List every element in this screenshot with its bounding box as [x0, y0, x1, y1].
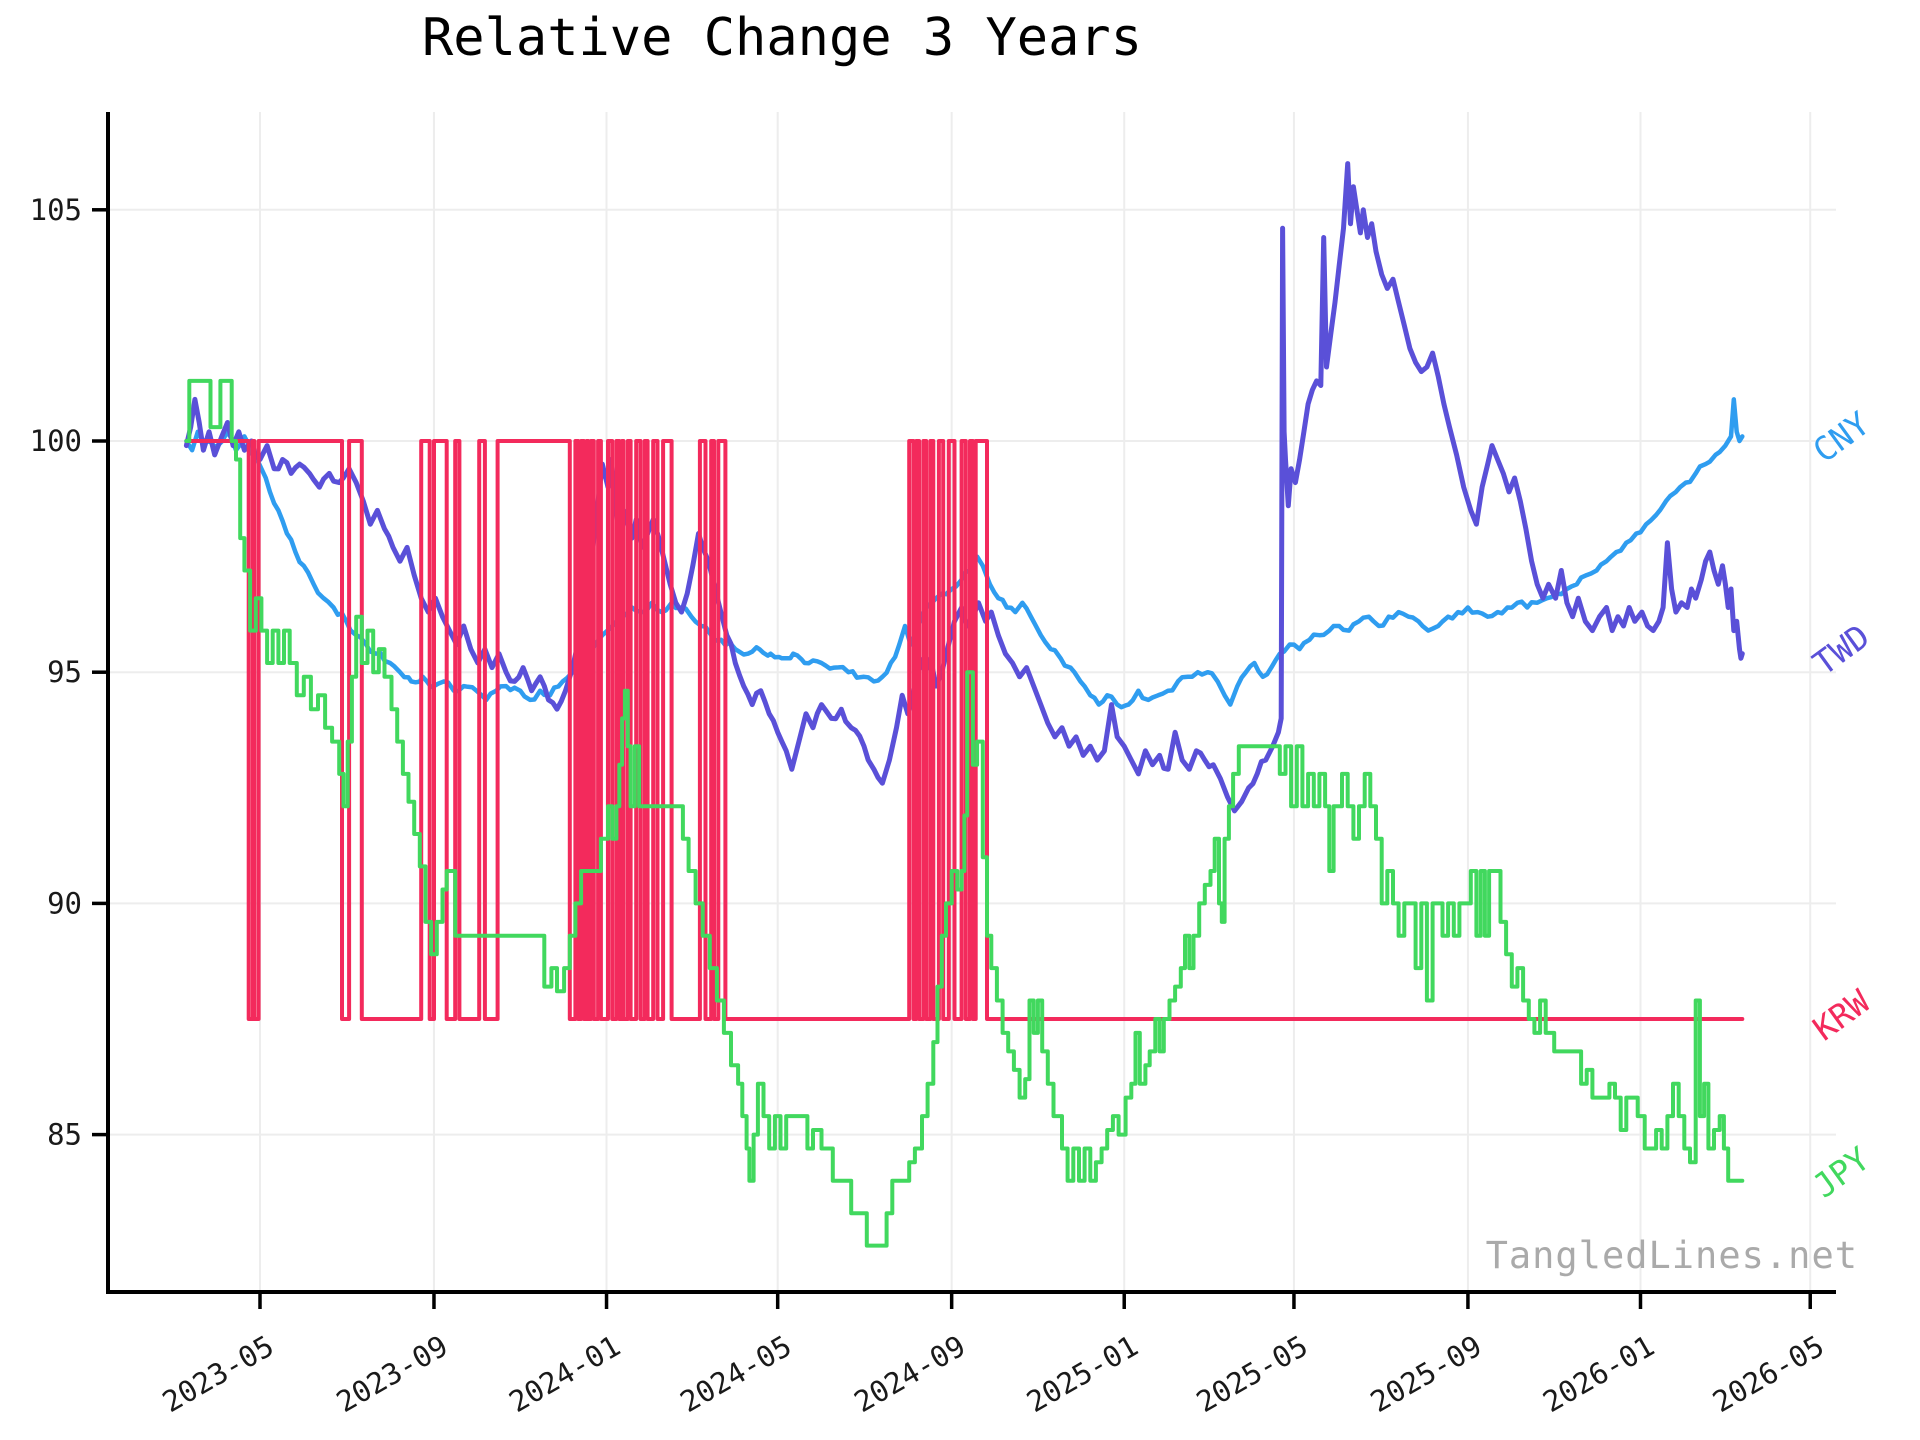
y-tick-label: 85 — [47, 1118, 82, 1152]
legend-label-krw: KRW — [1806, 982, 1877, 1049]
x-tick-label: 2026-05 — [1707, 1329, 1830, 1420]
legend-label-cny: CNY — [1806, 404, 1877, 471]
watermark: TangledLines.net — [1485, 1234, 1858, 1277]
x-tick-label: 2023-09 — [331, 1329, 454, 1420]
y-tick-label: 105 — [30, 193, 82, 227]
x-tick-label: 2025-01 — [1021, 1329, 1144, 1420]
x-tick-label: 2026-01 — [1537, 1329, 1660, 1420]
series-line-jpy — [184, 378, 1745, 1248]
y-tick-label: 95 — [47, 655, 82, 689]
y-tick-label: 100 — [30, 424, 82, 458]
x-tick-label: 2023-05 — [157, 1329, 280, 1420]
x-tick-label: 2025-05 — [1191, 1329, 1314, 1420]
x-tick-label: 2024-09 — [848, 1329, 971, 1420]
series-line-krw — [184, 439, 1745, 1021]
x-tick-label: 2025-09 — [1365, 1329, 1488, 1420]
y-tick-label: 90 — [47, 886, 82, 920]
x-tick-label: 2024-05 — [674, 1329, 797, 1420]
legend-label-jpy: JPY — [1806, 1139, 1877, 1206]
x-tick-label: 2024-01 — [503, 1329, 626, 1420]
chart-title: Relative Change 3 Years — [421, 8, 1143, 68]
